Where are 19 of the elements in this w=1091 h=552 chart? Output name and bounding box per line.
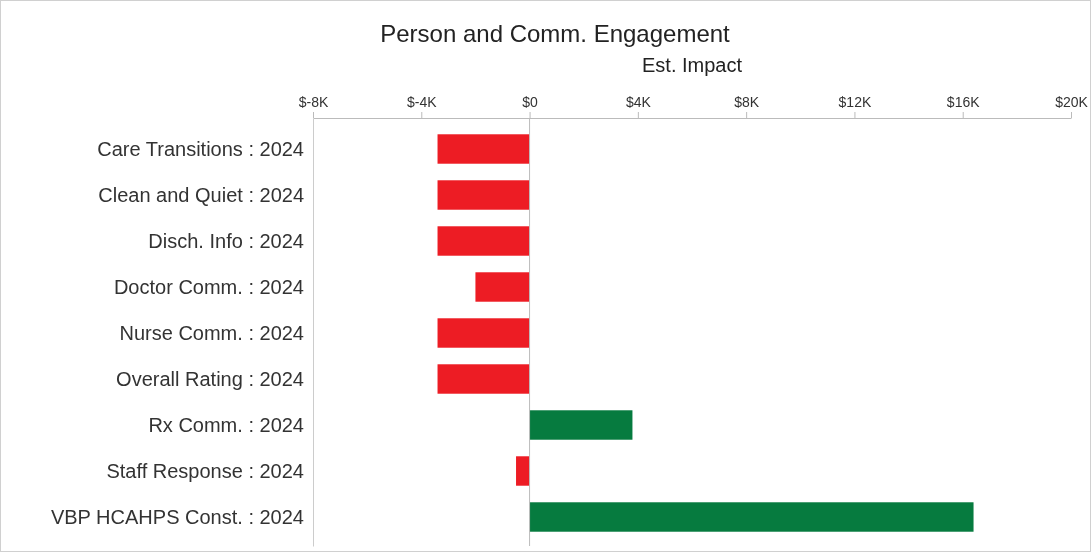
y-tick-label: VBP HCAHPS Const. : 2024 xyxy=(50,506,304,528)
x-axis-title: Est. Impact xyxy=(641,54,743,76)
x-tick-label: $20K xyxy=(1055,94,1089,110)
y-tick-label: Staff Response : 2024 xyxy=(106,460,304,482)
y-tick-label: Rx Comm. : 2024 xyxy=(148,414,304,436)
y-tick-label: Care Transitions : 2024 xyxy=(97,138,304,160)
y-tick-label: Nurse Comm. : 2024 xyxy=(119,322,304,344)
x-tick-label: $4K xyxy=(625,94,652,110)
x-tick-label: $16K xyxy=(946,94,981,110)
x-tick-label: $0 xyxy=(522,94,539,110)
x-tick-label: $12K xyxy=(838,94,872,110)
x-tick-label: $8K xyxy=(734,94,760,110)
y-tick-label: Clean and Quiet : 2024 xyxy=(98,184,304,206)
y-tick-label: Disch. Info : 2024 xyxy=(148,230,304,252)
x-tick-label: $-8K xyxy=(298,94,329,110)
y-tick-label: Overall Rating : 2024 xyxy=(116,368,304,390)
chart-title: Person and Comm. Engagement xyxy=(380,20,731,47)
y-tick-label: Doctor Comm. : 2024 xyxy=(113,276,304,298)
x-tick-label: $-4K xyxy=(407,94,438,110)
